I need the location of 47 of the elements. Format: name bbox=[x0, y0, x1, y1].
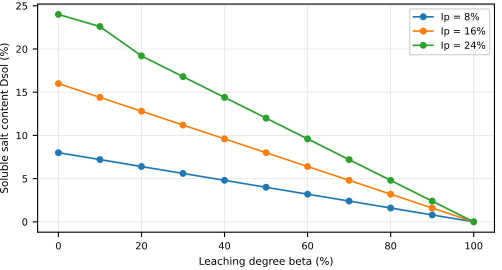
legend-label: Ip = 8% bbox=[442, 12, 479, 22]
point bbox=[180, 73, 186, 80]
point bbox=[262, 114, 270, 122]
point bbox=[387, 204, 394, 212]
y-tick-label: 20 bbox=[16, 45, 28, 53]
x-tick-label: 0 bbox=[56, 242, 61, 250]
y-tick-label: 15 bbox=[16, 88, 28, 96]
point bbox=[304, 190, 312, 198]
y-tick-label: 0 bbox=[22, 218, 28, 226]
point bbox=[304, 135, 312, 142]
point bbox=[180, 170, 186, 177]
point bbox=[54, 10, 62, 18]
y-tick-label: 10 bbox=[16, 132, 28, 140]
point bbox=[221, 135, 228, 142]
point bbox=[54, 80, 62, 88]
point bbox=[387, 176, 394, 184]
point bbox=[96, 94, 104, 101]
point bbox=[54, 149, 62, 156]
point bbox=[304, 163, 312, 170]
point bbox=[221, 94, 228, 101]
point bbox=[387, 190, 394, 198]
y-tick-label: 25 bbox=[16, 2, 28, 10]
x-tick-label: 40 bbox=[218, 242, 230, 250]
legend-label: Ip = 16% bbox=[442, 27, 486, 36]
point bbox=[221, 176, 228, 184]
y-tick-label: 5 bbox=[22, 175, 28, 182]
point bbox=[262, 149, 270, 156]
point bbox=[138, 52, 145, 60]
point bbox=[428, 204, 436, 212]
point bbox=[96, 156, 104, 164]
x-tick-label: 60 bbox=[302, 242, 314, 250]
point bbox=[138, 163, 145, 170]
x-tick-label: 20 bbox=[136, 242, 148, 250]
x-tick-label: 80 bbox=[385, 242, 396, 250]
point bbox=[428, 198, 436, 205]
point bbox=[346, 176, 353, 184]
point bbox=[138, 108, 145, 115]
x-tick-label: 100 bbox=[465, 242, 482, 250]
x-axis-title: Leaching degree beta (%) bbox=[200, 256, 333, 267]
legend-label: Ip = 24% bbox=[442, 42, 486, 51]
point bbox=[428, 211, 436, 218]
point bbox=[346, 198, 353, 205]
point bbox=[180, 122, 186, 129]
point bbox=[346, 156, 353, 164]
point bbox=[96, 23, 104, 30]
y-axis-title: Soluble salt content Dsol (%) bbox=[0, 43, 10, 193]
point bbox=[262, 184, 270, 191]
